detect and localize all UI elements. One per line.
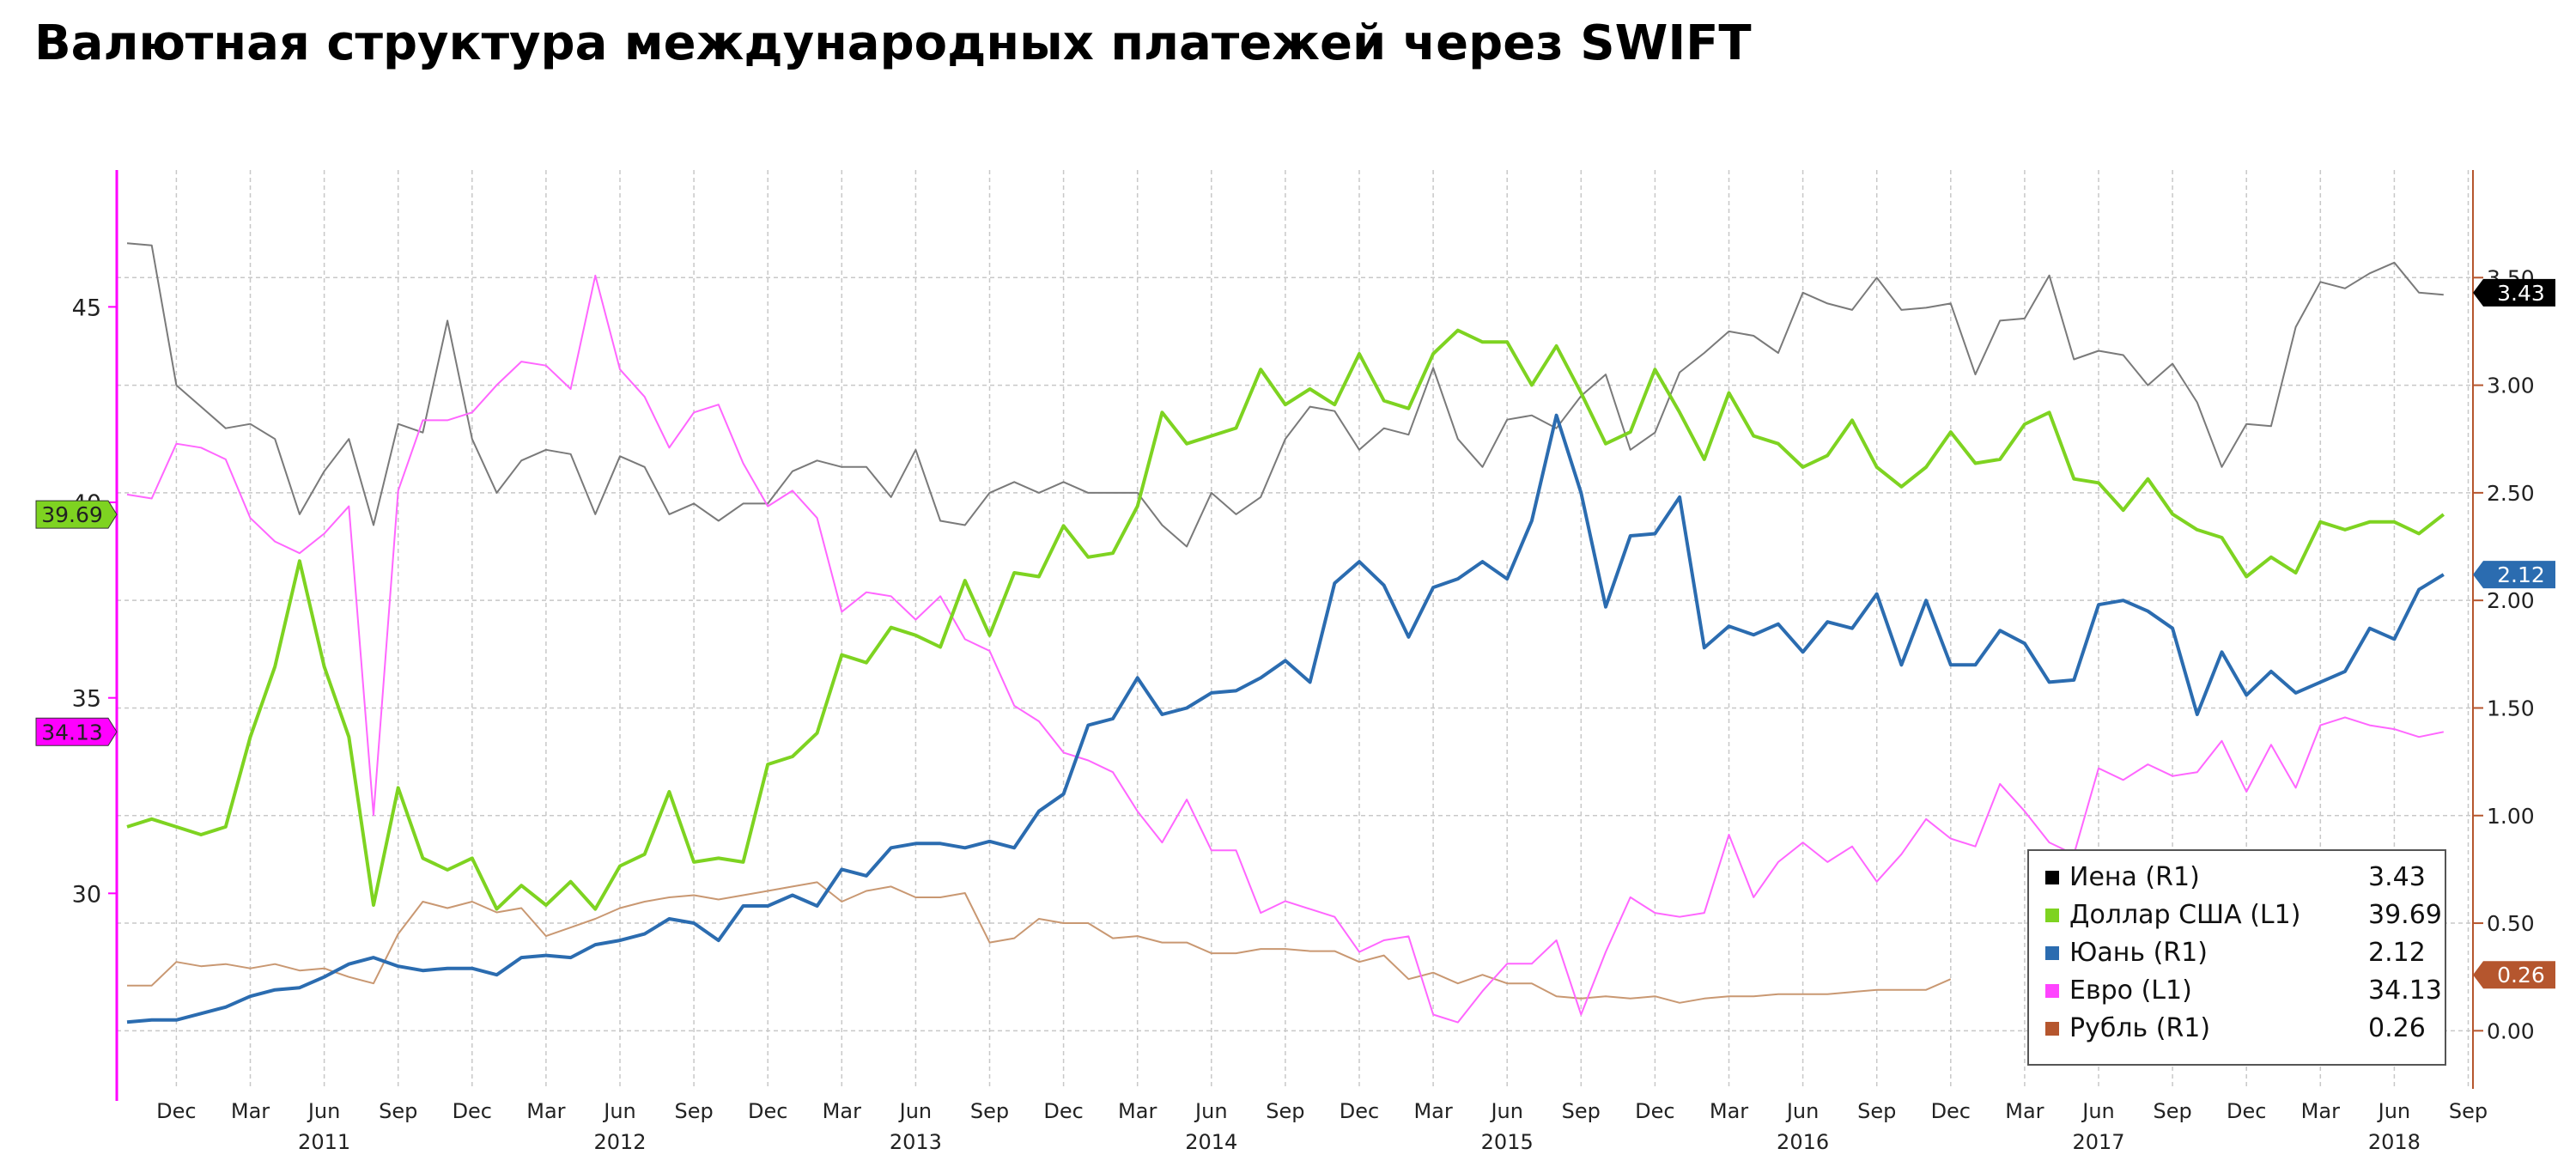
x-tick-label: Sep [1266, 1099, 1304, 1123]
legend-label: Евро (L1) [2069, 975, 2192, 1006]
legend-label: Доллар США (L1) [2069, 900, 2300, 930]
x-year-label: 2015 [1481, 1130, 1534, 1154]
x-tick-label: Dec [453, 1099, 492, 1123]
left-axis-label: 45 [72, 295, 101, 321]
right-axis-label: 2.00 [2487, 588, 2535, 613]
x-tick-label: Sep [2449, 1099, 2488, 1123]
left-value-tag-text: 34.13 [41, 720, 103, 745]
x-tick-label: Sep [2153, 1099, 2191, 1123]
legend-value: 3.43 [2368, 862, 2426, 892]
x-tick-label: Sep [1562, 1099, 1601, 1123]
axis-value-tags: 3.43 39.69 2.12 34.13 0.26 [35, 278, 2555, 989]
legend-box [2027, 849, 2446, 1066]
left-value-tag [35, 717, 118, 746]
x-tick-label: Mar [823, 1099, 861, 1123]
x-year-label: 2012 [593, 1130, 646, 1154]
legend-label: Иена (R1) [2069, 862, 2200, 892]
x-tick-label: Jun [307, 1099, 341, 1123]
right-value-tag [2473, 278, 2555, 307]
x-tick-label: Jun [1194, 1099, 1228, 1123]
x-tick-label: Dec [748, 1099, 787, 1123]
x-year-label: 2016 [1777, 1130, 1829, 1154]
x-tick-label: Dec [156, 1099, 196, 1123]
legend-swatch [2045, 946, 2059, 960]
left-axis-label: 30 [72, 881, 101, 908]
x-tick-label: Mar [1118, 1099, 1157, 1123]
x-tick-label: Dec [1340, 1099, 1379, 1123]
legend-swatch [2045, 909, 2059, 922]
x-tick-label: Jun [1785, 1099, 1820, 1123]
legend-swatch [2045, 1022, 2059, 1036]
series-line [126, 413, 2445, 1024]
x-tick-label: Sep [1857, 1099, 1896, 1123]
chart-title: Валютная структура международных платеже… [34, 15, 1752, 71]
right-axis-label: 1.50 [2487, 696, 2535, 720]
x-tick-label: Sep [379, 1099, 417, 1123]
right-value-tag [2473, 961, 2555, 989]
x-year-label: 2013 [890, 1130, 942, 1154]
legend-value: 34.13 [2368, 975, 2442, 1006]
x-tick-label: Jun [2081, 1099, 2115, 1123]
x-year-label: 2017 [2072, 1130, 2124, 1154]
x-year-label: 2014 [1185, 1130, 1237, 1154]
series-line [126, 328, 2445, 911]
x-year-label: 2018 [2368, 1130, 2421, 1154]
right-value-tag-text: 0.26 [2497, 963, 2545, 988]
series-line [126, 274, 2445, 1024]
x-tick-label: Mar [2301, 1099, 2340, 1123]
x-tick-label: Mar [2005, 1099, 2044, 1123]
legend-value: 39.69 [2368, 900, 2442, 930]
right-value-tag-text: 2.12 [2497, 562, 2545, 587]
x-tick-label: Dec [1635, 1099, 1674, 1123]
legend-value: 0.26 [2368, 1013, 2426, 1043]
series-line [126, 242, 2444, 548]
x-tick-label: Mar [231, 1099, 270, 1123]
x-tick-label: Mar [526, 1099, 565, 1123]
legend-value: 2.12 [2368, 938, 2426, 968]
right-value-tag [2473, 561, 2555, 589]
right-axis-label: 0.00 [2487, 1018, 2535, 1043]
x-tick-label: Jun [2377, 1099, 2411, 1123]
x-year-label: 2011 [298, 1130, 350, 1154]
legend-label: Юань (R1) [2069, 938, 2208, 968]
x-tick-label: Dec [2227, 1099, 2266, 1123]
left-value-tag [35, 500, 118, 529]
legend-swatch [2045, 871, 2059, 884]
x-tick-label: Sep [674, 1099, 713, 1123]
x-tick-label: Mar [1413, 1099, 1452, 1123]
x-tick-label: Sep [970, 1099, 1009, 1123]
legend-swatch [2045, 984, 2059, 998]
x-tick-label: Dec [1931, 1099, 1971, 1123]
right-axis-label: 3.00 [2487, 374, 2535, 398]
right-axis-label: 2.50 [2487, 481, 2535, 506]
x-tick-label: Jun [602, 1099, 636, 1123]
series-layer [126, 242, 2445, 1024]
right-value-tag-text: 3.43 [2497, 281, 2545, 306]
right-axis-label: 1.00 [2487, 804, 2535, 829]
x-tick-label: Mar [1710, 1099, 1748, 1123]
axes: Dec Mar Jun Sep Dec Mar Jun Sep Dec Mar Jun Sep Dec M… [72, 170, 2535, 1154]
left-value-tag-text: 39.69 [41, 502, 103, 527]
x-tick-label: Jun [1489, 1099, 1523, 1123]
legend: Иена (R1) 3.43 Доллар США (L1) 39.69 Юань (R… [2027, 849, 2446, 1066]
x-tick-label: Dec [1043, 1099, 1083, 1123]
x-tick-label: Jun [898, 1099, 933, 1123]
left-axis-label: 35 [72, 686, 101, 713]
series-line [127, 881, 1952, 1004]
right-axis-label: 0.50 [2487, 911, 2535, 936]
legend-label: Рубль (R1) [2069, 1013, 2210, 1043]
